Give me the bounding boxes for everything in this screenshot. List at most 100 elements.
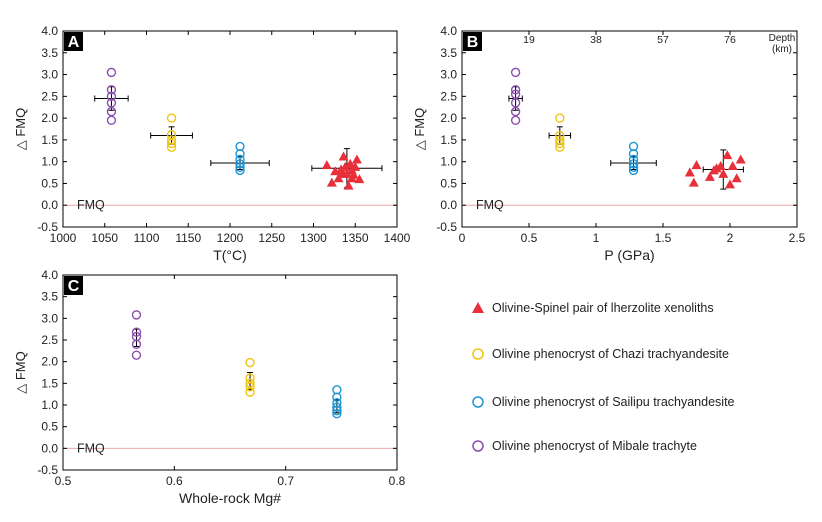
chart-panel-b: FMQ -0.5 0.0 0.5 1.0 1.5 2.0 2.5 3.0 3.5 4.0 0 0.5 1 1… <box>412 24 806 263</box>
y-tick-label: 0.5 <box>41 420 58 434</box>
data-point <box>351 154 362 164</box>
y-tick-label: 0.0 <box>41 441 58 455</box>
data-point <box>332 402 342 412</box>
data-point <box>106 98 117 108</box>
fmq-label: FMQ <box>77 198 105 212</box>
data-point <box>688 177 699 187</box>
data-point <box>691 160 702 170</box>
legend-item-sailipu: Olivine phenocryst of Sailipu trachyande… <box>470 392 735 412</box>
y-tick-label: 0.0 <box>440 198 457 212</box>
x-tick-label: 2.5 <box>789 231 806 245</box>
x-axis-label: P (GPa) <box>604 247 654 263</box>
x-tick-label: 1350 <box>342 231 369 245</box>
legend-item-lherzolite: Olivine-Spinel pair of lherzolite xenoli… <box>470 298 714 318</box>
data-point <box>235 159 245 169</box>
x-tick-label: 1400 <box>384 231 411 245</box>
y-tick-label: 1.5 <box>41 376 58 390</box>
x-axis-label: T(°C) <box>213 247 247 263</box>
series-red <box>684 149 746 190</box>
y-tick-label: 3.0 <box>41 311 58 325</box>
y-tick-label: 0.0 <box>41 198 58 212</box>
data-point <box>336 168 347 178</box>
y-tick-label: 1.5 <box>41 133 58 147</box>
y-tick-label: 2.5 <box>440 89 457 103</box>
data-point <box>731 173 742 183</box>
panel-label: A <box>68 34 80 51</box>
depth-tick-label: 38 <box>590 34 602 46</box>
y-tick-label: 1.0 <box>41 398 58 412</box>
y-tick-label: 3.5 <box>440 46 457 60</box>
y-axis-label: △ FMQ <box>13 108 28 151</box>
data-point <box>106 115 117 125</box>
panel-label-box <box>64 32 83 51</box>
data-point <box>340 161 351 171</box>
data-point <box>350 161 361 171</box>
x-tick-label: 1250 <box>258 231 285 245</box>
y-tick-label: 2.0 <box>440 111 457 125</box>
data-point <box>245 357 255 368</box>
series-blue <box>610 141 657 176</box>
data-point <box>326 177 337 187</box>
data-point <box>131 310 142 320</box>
yellow-circle-icon <box>470 346 486 362</box>
x-tick-label: 1.5 <box>655 231 672 245</box>
data-point <box>131 339 142 350</box>
data-point <box>166 138 177 149</box>
data-point <box>510 115 521 125</box>
depth-tick-label: 57 <box>657 34 669 46</box>
data-point <box>338 151 349 161</box>
x-tick-label: 1100 <box>134 231 160 245</box>
data-point <box>628 159 639 169</box>
data-point <box>106 106 117 117</box>
data-point <box>510 98 521 108</box>
series-purple <box>508 67 523 125</box>
y-tick-label: 1.5 <box>440 133 457 147</box>
x-tick-label: 0.6 <box>166 474 183 488</box>
series-purple <box>131 310 142 360</box>
plot-frame <box>62 30 398 228</box>
chart-panel-a: FMQ -0.5 0.0 0.5 1.0 1.5 2.0 2.5 3.0 3.5 4.0 1000 10… <box>13 24 411 263</box>
red-triangle-icon <box>470 300 486 316</box>
data-point <box>510 85 521 95</box>
y-tick-label: 3.0 <box>41 68 58 82</box>
y-tick-label: 4.0 <box>440 24 457 38</box>
data-point <box>131 350 142 360</box>
data-point <box>735 154 746 164</box>
series-blue <box>210 141 270 176</box>
series-yellow <box>150 113 193 152</box>
series-purple <box>94 67 129 125</box>
x-tick-label: 1050 <box>91 231 118 245</box>
plot-frame <box>62 274 398 471</box>
y-tick-label: -0.5 <box>436 220 457 234</box>
series-blue <box>332 385 342 419</box>
data-point <box>166 142 177 152</box>
x-tick-label: 1200 <box>217 231 244 245</box>
data-point <box>345 158 356 168</box>
panel-label: B <box>467 34 479 51</box>
y-tick-label: 3.0 <box>440 68 457 82</box>
legend-label: Olivine phenocryst of Chazi trachyandesi… <box>492 347 729 361</box>
chart-panel-c: FMQ -0.5 0.0 0.5 1.0 1.5 2.0 2.5 3.0 3.5 4.0 0.5 0.6… <box>13 268 406 506</box>
data-point <box>684 167 695 177</box>
y-tick-label: 4.0 <box>41 24 58 38</box>
y-tick-label: 0.5 <box>41 176 58 190</box>
series-yellow <box>245 357 255 397</box>
plot-frame <box>461 30 798 228</box>
data-point <box>704 171 715 181</box>
y-tick-label: 2.0 <box>41 355 58 369</box>
data-point <box>555 142 565 152</box>
data-point <box>343 180 354 190</box>
data-point <box>510 67 521 78</box>
data-point <box>510 89 521 99</box>
data-point <box>336 164 347 174</box>
x-tick-label: 0 <box>459 231 466 245</box>
data-point <box>346 173 357 183</box>
data-point <box>235 149 245 159</box>
data-point <box>510 106 521 117</box>
fmq-label: FMQ <box>77 441 105 455</box>
data-point <box>354 174 365 184</box>
data-point <box>555 138 565 149</box>
y-tick-label: 2.5 <box>41 89 58 103</box>
fmq-label: FMQ <box>476 198 504 212</box>
